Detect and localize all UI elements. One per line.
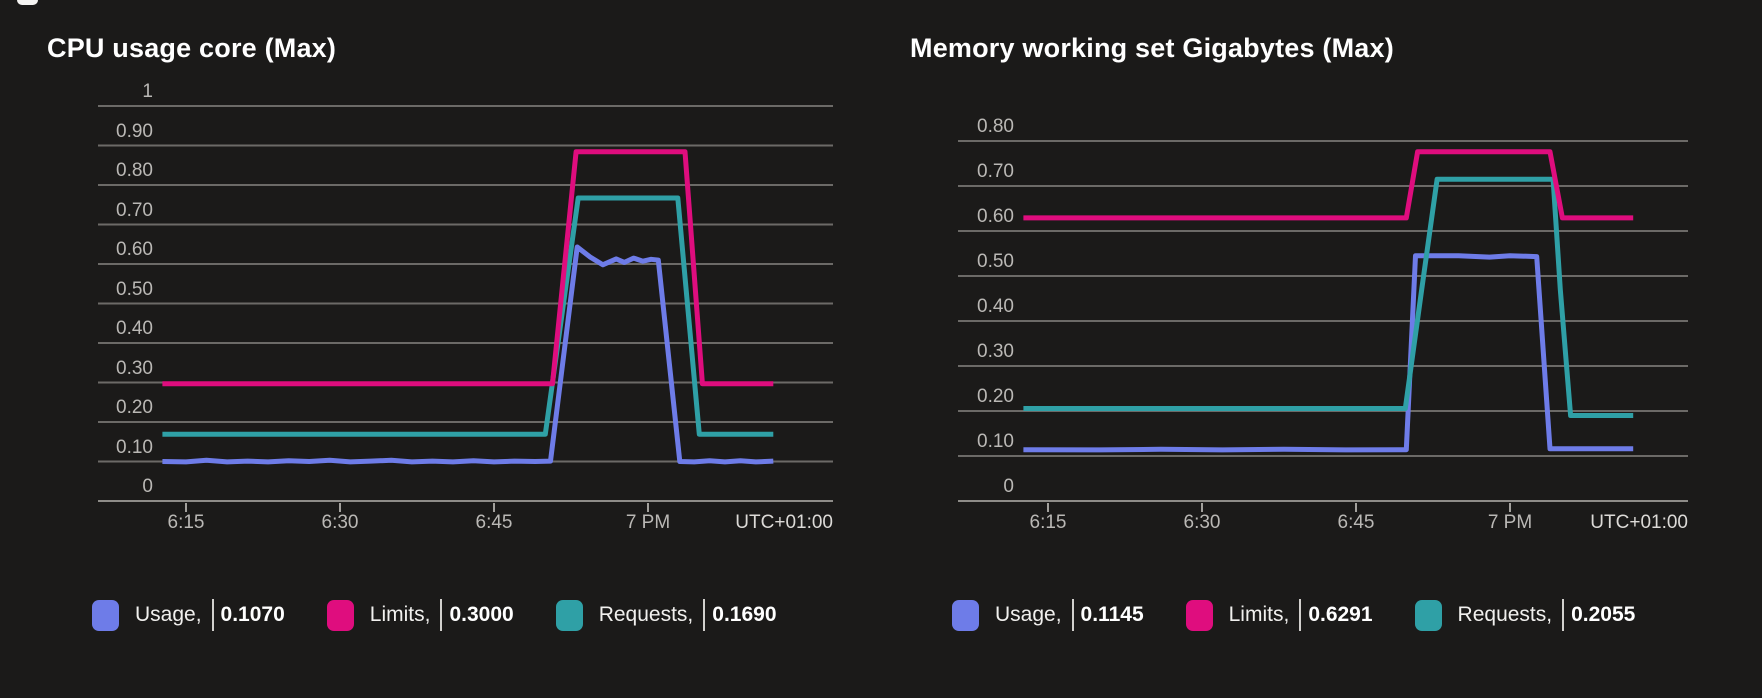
series-line-usage[interactable]	[1023, 253, 1634, 453]
legend-swatch-limits	[326, 599, 354, 631]
memory-legend: Usage, 0.1145 Limits, 0.6291 Requests, 0.2055	[952, 599, 1635, 631]
legend-value: 0.2055	[1571, 603, 1636, 626]
legend-swatch-limits	[1185, 599, 1213, 631]
y-axis-label: 0.10	[116, 436, 153, 458]
legend-label: Usage,	[995, 603, 1062, 626]
legend-label: Usage,	[135, 603, 202, 626]
legend-separator	[1562, 599, 1565, 631]
y-axis-label: 0.70	[116, 199, 153, 221]
y-axis-label: 0	[142, 476, 153, 497]
x-axis-label: 7 PM	[1487, 512, 1533, 533]
legend-separator	[703, 599, 706, 631]
y-axis-label: 0.50	[116, 278, 153, 300]
legend-separator	[211, 599, 214, 631]
legend-value: 0.3000	[449, 603, 514, 626]
y-axis-label: 0.30	[977, 341, 1014, 362]
chart-1-plot	[958, 140, 1688, 512]
legend-separator	[1071, 599, 1074, 631]
legend-label: Requests,	[1457, 603, 1553, 626]
legend-item-limits[interactable]: Limits, 0.6291	[1185, 599, 1373, 631]
legend-item-requests[interactable]: Requests, 0.2055	[1414, 599, 1636, 631]
series-line-requests[interactable]	[162, 195, 774, 437]
y-axis-label: 0.80	[977, 116, 1014, 137]
x-axis-label: 6:45	[1337, 512, 1375, 533]
legend-swatch-requests	[555, 599, 583, 631]
chart-title-cpu: CPU usage core (Max)	[47, 33, 337, 63]
legend-swatch-usage	[92, 599, 119, 631]
legend-item-usage[interactable]: Usage, 0.1070	[92, 599, 285, 631]
y-axis-label: 0.80	[116, 160, 153, 181]
y-axis-label: 0.60	[116, 239, 153, 260]
y-axis-label: 0.90	[116, 120, 153, 142]
y-axis-label: 0.60	[977, 206, 1014, 227]
chart-title-memory: Memory working set Gigabytes (Max)	[910, 33, 1394, 63]
chart-0-plot	[98, 105, 833, 512]
corner-artifact	[17, 0, 38, 5]
cpu-legend: Usage, 0.1070 Limits, 0.3000 Requests, 0.1690	[92, 599, 777, 631]
memory-timezone-label: UTC+01:00	[1590, 512, 1688, 533]
legend-swatch-requests	[1414, 599, 1442, 631]
x-axis-label: 6:30	[1183, 512, 1221, 533]
x-axis-label: 6:15	[167, 512, 205, 533]
series-line-requests[interactable]	[1023, 176, 1634, 418]
legend-label: Limits,	[369, 603, 431, 626]
x-axis-label: 6:15	[1029, 512, 1067, 533]
legend-item-limits[interactable]: Limits, 0.3000	[326, 599, 514, 631]
y-axis-label: 0	[1003, 476, 1014, 497]
legend-label: Limits,	[1228, 603, 1290, 626]
y-axis-label: 0.10	[977, 431, 1014, 452]
y-axis-label: 0.30	[116, 357, 153, 379]
x-axis-label: 7 PM	[625, 512, 671, 533]
legend-separator	[1299, 599, 1302, 631]
legend-label: Requests,	[598, 603, 694, 626]
legend-swatch-usage	[952, 599, 979, 631]
y-axis-label: 0.50	[977, 251, 1014, 272]
legend-value: 0.1690	[712, 603, 777, 626]
series-line-usage[interactable]	[162, 244, 774, 465]
legend-value: 0.1070	[220, 603, 285, 626]
y-axis-label: 0.70	[977, 161, 1014, 182]
legend-value: 0.6291	[1308, 603, 1373, 626]
x-axis-label: 6:45	[475, 512, 513, 533]
series-line-limits[interactable]	[1023, 149, 1634, 221]
legend-value: 0.1145	[1080, 603, 1144, 626]
legend-item-usage[interactable]: Usage, 0.1145	[952, 599, 1144, 631]
y-axis-label: 0.40	[116, 318, 153, 339]
y-axis-label: 1	[142, 81, 153, 102]
y-axis-label: 0.40	[977, 296, 1014, 317]
x-axis-label: 6:30	[321, 512, 359, 533]
y-axis-label: 0.20	[977, 386, 1014, 407]
y-axis-label: 0.20	[116, 397, 153, 418]
legend-item-requests[interactable]: Requests, 0.1690	[555, 599, 777, 631]
series-line-limits[interactable]	[162, 149, 774, 387]
legend-separator	[440, 599, 443, 631]
cpu-timezone-label: UTC+01:00	[735, 512, 833, 533]
